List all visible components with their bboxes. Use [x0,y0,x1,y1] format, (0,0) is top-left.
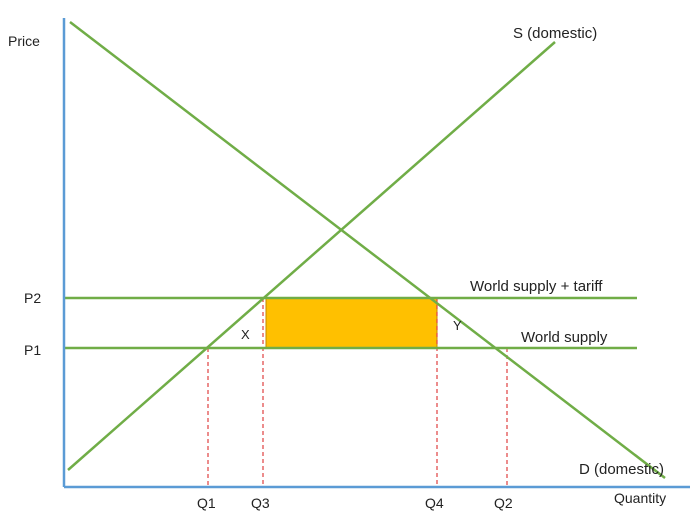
area-x-label: X [241,327,250,342]
y-axis-label: Price [8,33,40,49]
demand-curve-label: D (domestic) [579,461,664,478]
x-axis-label: Quantity [614,490,666,506]
q3-label: Q3 [251,495,270,511]
demand-curve [69,21,666,479]
p1-label: P1 [24,342,41,358]
world-supply-tariff-label: World supply + tariff [470,278,603,295]
q1-label: Q1 [197,495,216,511]
supply-curve [67,41,556,471]
p2-label: P2 [24,290,41,306]
tariff-revenue-area [265,297,438,349]
area-y-label: Y [453,318,462,333]
q2-label: Q2 [494,495,513,511]
q4-label: Q4 [425,495,444,511]
supply-curve-label: S (domestic) [513,25,597,42]
world-supply-label: World supply [521,329,608,346]
